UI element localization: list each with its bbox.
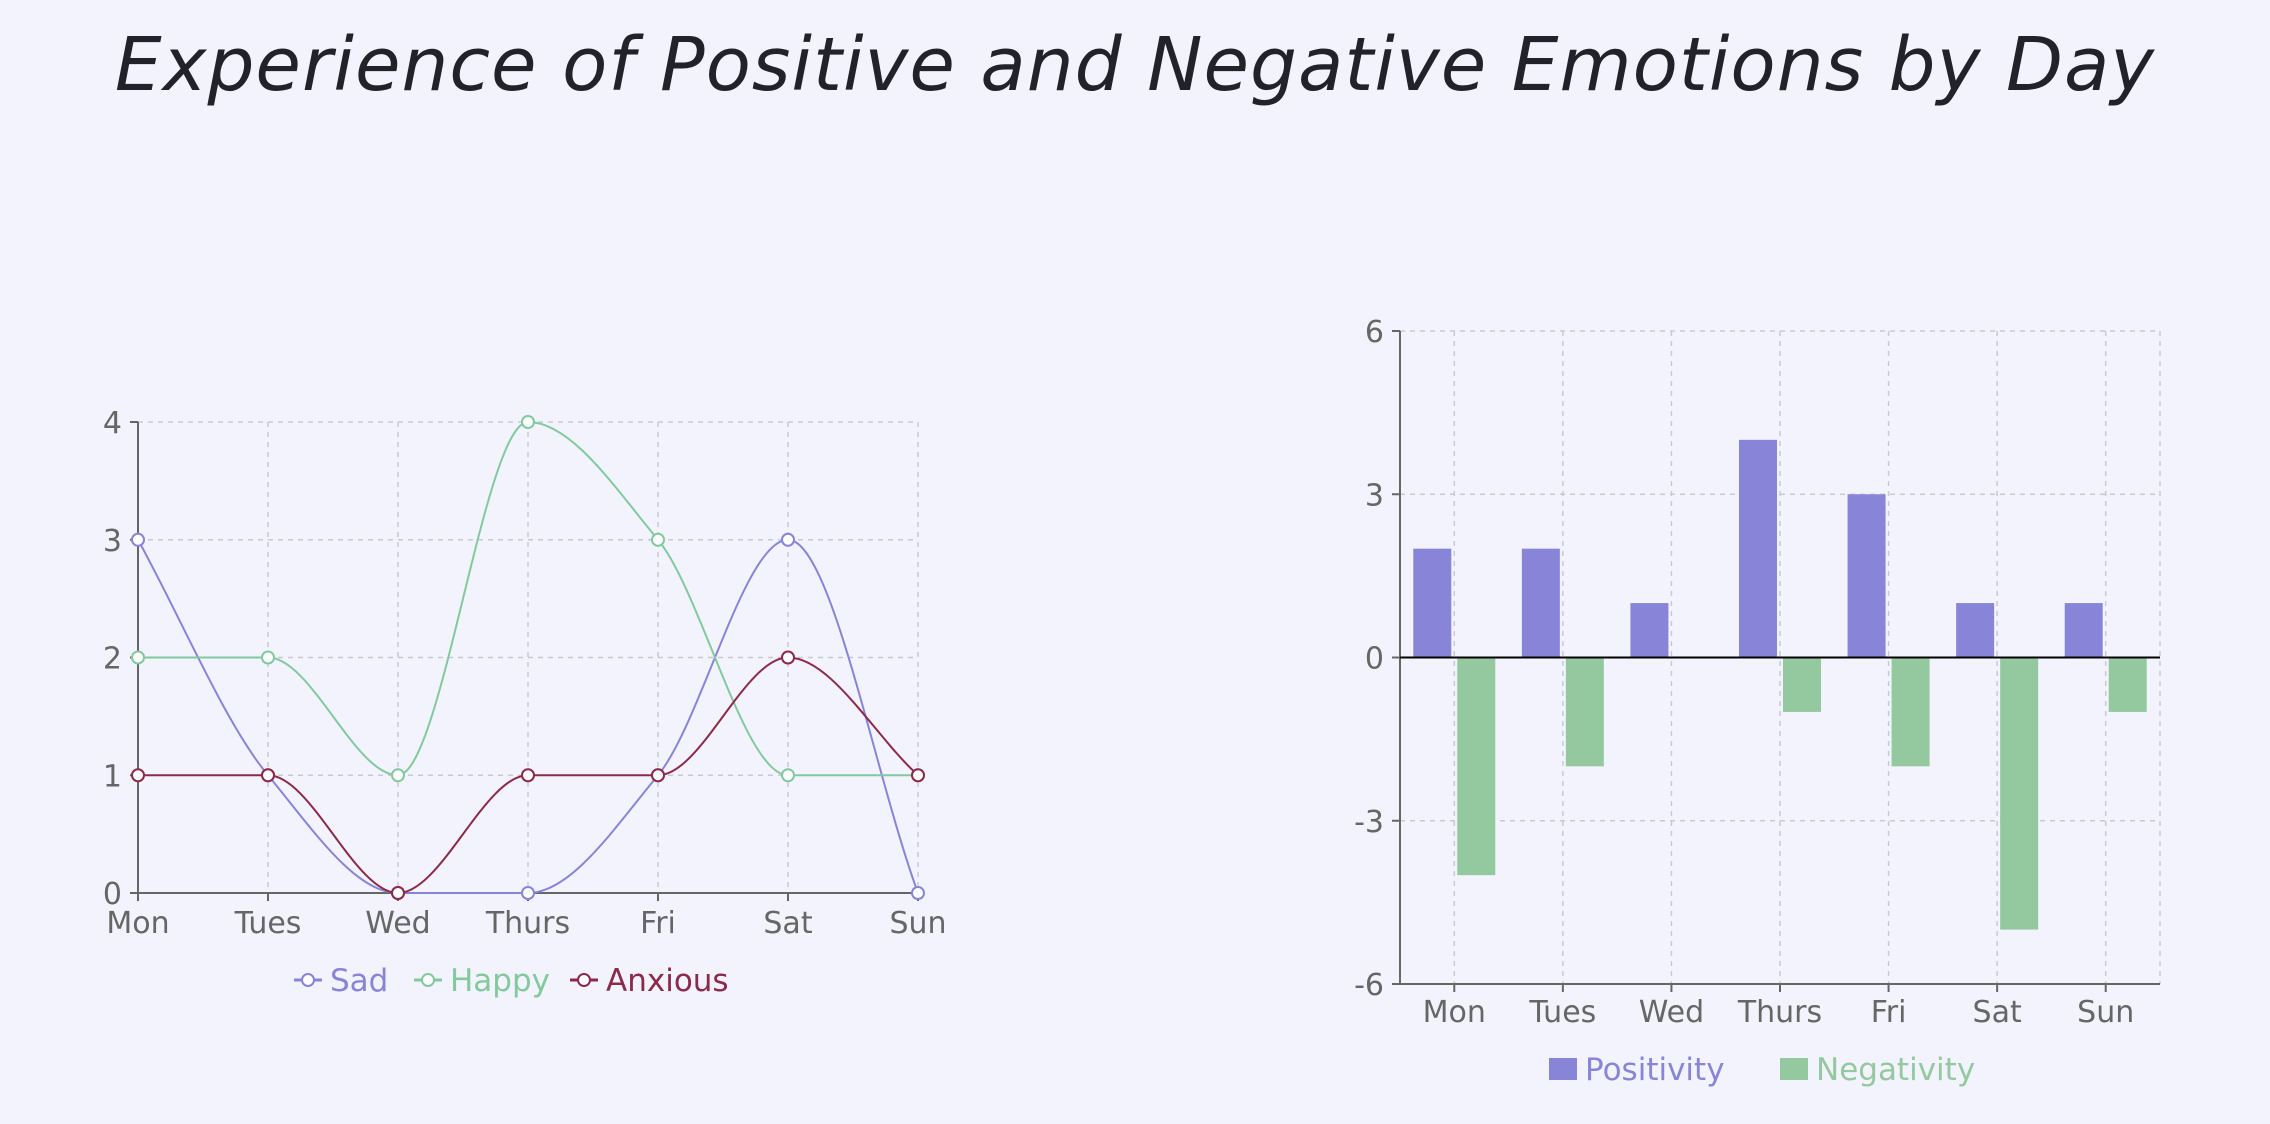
bar-positivity — [1956, 603, 1995, 658]
x-tick-label: Fri — [640, 906, 676, 941]
legend-label: Positivity — [1585, 1052, 1725, 1088]
data-point-anxious — [651, 768, 665, 783]
data-point-happy — [261, 650, 275, 665]
bar-positivity — [1521, 548, 1560, 658]
legend-marker-icon — [421, 973, 435, 987]
x-tick-label: Mon — [1423, 995, 1486, 1030]
bar-chart: -6 -3 0 3 6 Mon Tues Wed Thurs Fri Sat Sun Positivit… — [1354, 315, 2161, 1088]
x-tick-label: Wed — [1639, 995, 1704, 1030]
data-point-happy — [781, 768, 795, 783]
x-tick-label: Fri — [1871, 995, 1907, 1030]
series-line-happy — [138, 420, 918, 777]
y-tick-label: -3 — [1354, 805, 1384, 840]
data-point-happy — [391, 768, 405, 783]
x-tick-label: Mon — [106, 906, 169, 941]
bar-positivity — [2064, 603, 2103, 658]
x-tick-label: Tues — [234, 906, 302, 941]
legend-square-icon — [1780, 1058, 1808, 1080]
legend-square-icon — [1549, 1058, 1577, 1080]
x-tick-label: Sun — [2077, 995, 2134, 1030]
bar-negativity — [1457, 657, 1496, 876]
legend-item-anxious: Anxious — [570, 963, 729, 999]
page-title: Experience of Positive and Negative Emot… — [114, 22, 2156, 108]
data-point-happy — [131, 650, 145, 665]
legend-marker-icon — [577, 973, 591, 987]
x-tick-label: Wed — [365, 906, 430, 941]
y-tick-label: 2 — [103, 642, 122, 677]
legend-item-positivity: Positivity — [1549, 1052, 1725, 1088]
bar-positivity — [1847, 494, 1886, 658]
bar-negativity — [2000, 657, 2039, 930]
bar-positivity — [1739, 439, 1777, 658]
data-point-happy — [521, 415, 535, 429]
y-tick-label: 4 — [103, 406, 122, 441]
legend-item-happy: Happy — [414, 963, 550, 999]
x-tick-label: Sun — [889, 906, 946, 941]
legend-marker-icon — [301, 973, 315, 987]
y-tick-label: 0 — [1365, 642, 1384, 677]
data-point-anxious — [911, 768, 925, 783]
data-point-anxious — [521, 768, 535, 783]
data-point-anxious — [131, 768, 145, 783]
bar-positivity — [1630, 603, 1669, 658]
y-tick-label: 6 — [1365, 315, 1384, 350]
x-tick-label: Thurs — [485, 906, 570, 941]
data-point-sad — [131, 532, 145, 547]
x-tick-label: Tues — [1528, 995, 1596, 1030]
legend-item-negativity: Negativity — [1780, 1052, 1975, 1088]
bar-negativity — [1565, 657, 1604, 767]
y-tick-label: 1 — [103, 759, 122, 794]
legend-label: Anxious — [606, 963, 729, 999]
y-tick-label: 3 — [1365, 478, 1384, 513]
legend-label: Happy — [450, 963, 550, 999]
bar-negativity — [1891, 657, 1930, 767]
x-tick-label: Sat — [1973, 995, 2022, 1030]
legend-item-sad: Sad — [294, 963, 388, 999]
bar-positivity — [1413, 548, 1452, 658]
bar-negativity — [1783, 657, 1821, 712]
data-point-anxious — [261, 768, 275, 783]
data-point-sad — [521, 886, 535, 900]
bar-negativity — [2108, 657, 2147, 712]
y-tick-label: 3 — [103, 524, 122, 559]
data-point-anxious — [781, 650, 795, 665]
data-point-sad — [781, 532, 795, 547]
y-tick-label: 0 — [103, 877, 122, 912]
x-tick-label: Sat — [763, 906, 812, 941]
data-point-happy — [651, 532, 665, 547]
legend-label: Sad — [330, 963, 388, 999]
x-tick-label: Thurs — [1737, 995, 1822, 1030]
line-chart: 0 1 2 3 4 Mon Tues Wed Thurs Fri Sat Sun Sad Happy Anx… — [103, 406, 947, 999]
y-tick-label: -6 — [1354, 968, 1384, 1003]
data-point-sad — [911, 886, 925, 900]
data-point-anxious — [391, 886, 405, 900]
legend-label: Negativity — [1816, 1052, 1975, 1088]
